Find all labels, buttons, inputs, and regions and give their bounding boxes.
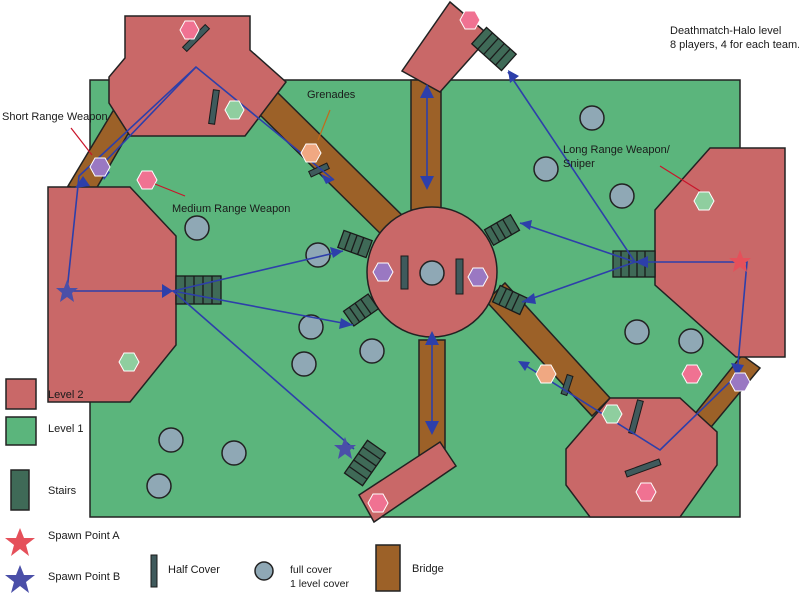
stairs-top-right bbox=[470, 26, 518, 72]
full-cover bbox=[678, 328, 704, 354]
half-cover bbox=[455, 258, 464, 295]
legend-bridge-label: Bridge bbox=[412, 563, 444, 575]
legend-stairs-swatch bbox=[10, 469, 30, 511]
legend-half-cover-swatch bbox=[150, 554, 158, 588]
weapon-short-hex bbox=[89, 157, 111, 177]
legend-level2-swatch bbox=[5, 378, 37, 410]
weapon-long-hex bbox=[693, 191, 715, 211]
legend-spawn-a-star bbox=[5, 528, 35, 556]
legend-full-cover-label-1: full cover bbox=[290, 564, 333, 576]
legend-level1-swatch bbox=[5, 416, 37, 446]
spawn-points bbox=[56, 250, 751, 459]
weapon-medium-hex bbox=[459, 10, 481, 30]
weapon-medium-hex bbox=[367, 493, 389, 513]
stairs-center-w bbox=[336, 229, 374, 259]
full-cover bbox=[609, 183, 635, 209]
legend-spawn-a-label: Spawn Point A bbox=[48, 530, 120, 542]
full-cover bbox=[298, 314, 324, 340]
weapon-short-hex bbox=[467, 267, 489, 287]
weapon-long-hex bbox=[118, 352, 140, 372]
label-medium-range: Medium Range Weapon bbox=[172, 203, 290, 215]
weapon-short-hex bbox=[372, 262, 394, 282]
weapon-short-hex bbox=[729, 372, 751, 392]
weapon-medium-hex bbox=[136, 170, 158, 190]
full-cover bbox=[579, 105, 605, 131]
label-long-range-2: Sniper bbox=[563, 158, 595, 170]
weapon-medium-hex bbox=[179, 20, 200, 40]
full-cover bbox=[146, 473, 172, 499]
full-covers bbox=[146, 105, 704, 499]
legend-full-cover-label-2: 1 level cover bbox=[290, 578, 349, 590]
weapon-long-hex bbox=[601, 404, 623, 424]
stairs-center-ne bbox=[483, 213, 521, 247]
path-arrows bbox=[75, 70, 744, 435]
spawn-b-star bbox=[334, 437, 356, 459]
full-cover bbox=[533, 156, 559, 182]
platform-bottom-right bbox=[565, 397, 718, 518]
annotation-pointers bbox=[70, 109, 701, 197]
map-title-line2: 8 players, 4 for each team. bbox=[670, 39, 799, 51]
full-cover bbox=[158, 427, 184, 453]
legend-level1-label: Level 1 bbox=[48, 423, 83, 435]
half-covers bbox=[181, 23, 662, 478]
spawn-a-star bbox=[729, 250, 751, 272]
weapon-grenade-hex bbox=[535, 364, 557, 384]
label-grenades: Grenades bbox=[307, 89, 356, 101]
full-cover bbox=[221, 440, 247, 466]
stairs bbox=[175, 26, 656, 487]
half-cover bbox=[624, 458, 662, 478]
stairs-right bbox=[612, 250, 656, 278]
full-cover bbox=[624, 319, 650, 345]
stairs-center-se bbox=[491, 284, 529, 316]
platform-left bbox=[47, 186, 177, 403]
level2-platforms bbox=[47, 0, 786, 524]
legend-half-cover-label: Half Cover bbox=[168, 564, 220, 576]
stairs-center-sw bbox=[342, 293, 380, 327]
full-cover bbox=[419, 260, 445, 286]
platform-right bbox=[654, 147, 786, 358]
full-cover bbox=[359, 338, 385, 364]
full-cover bbox=[291, 351, 317, 377]
label-long-range-1: Long Range Weapon/ bbox=[563, 144, 671, 156]
weapon-medium-hex bbox=[681, 364, 703, 384]
half-cover bbox=[628, 399, 644, 435]
spawn-b-star bbox=[56, 280, 78, 302]
legend-stairs-label: Stairs bbox=[48, 485, 77, 497]
stairs-bottom bbox=[343, 439, 387, 487]
map-title-line1: Deathmatch-Halo level bbox=[670, 25, 781, 37]
weapon-long-hex bbox=[224, 100, 245, 120]
half-cover bbox=[400, 255, 409, 290]
legend-spawn-b-label: Spawn Point B bbox=[48, 571, 120, 583]
weapons bbox=[89, 10, 751, 513]
weapon-grenade-hex bbox=[300, 143, 322, 163]
legend-full-cover-swatch bbox=[254, 561, 274, 581]
legend-level2-label: Level 2 bbox=[48, 389, 83, 401]
label-short-range: Short Range Weapon bbox=[2, 111, 108, 123]
half-cover bbox=[208, 89, 220, 125]
weapon-medium-hex bbox=[635, 482, 657, 502]
full-cover bbox=[184, 215, 210, 241]
legend: Level 2 Level 1 Stairs Spawn Point A Spa… bbox=[5, 378, 444, 593]
legend-bridge-swatch bbox=[375, 544, 401, 592]
full-cover bbox=[305, 242, 331, 268]
legend-spawn-b-star bbox=[5, 565, 35, 593]
bridge-n bbox=[410, 79, 442, 211]
